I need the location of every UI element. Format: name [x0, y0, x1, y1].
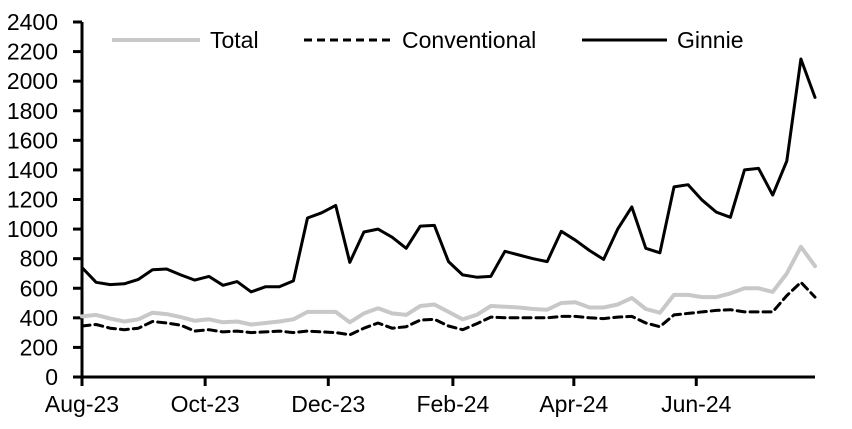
legend-label-ginnie: Ginnie [677, 27, 743, 53]
x-tick-label: Dec-23 [291, 391, 365, 417]
y-tick-label: 1000 [7, 216, 58, 242]
y-tick-label: 2200 [7, 39, 58, 65]
legend-label-total: Total [210, 27, 259, 53]
x-tick-label: Jun-24 [661, 391, 732, 417]
y-tick-label: 0 [45, 364, 58, 390]
series-line-total [80, 244, 817, 327]
series-line-conventional [80, 280, 817, 337]
y-tick-label: 1600 [7, 127, 58, 153]
y-tick-label: 1800 [7, 98, 58, 124]
x-tick-label: Apr-24 [539, 391, 608, 417]
x-tick-label: Oct-23 [171, 391, 240, 417]
y-tick-label: 2000 [7, 68, 58, 94]
y-tick-label: 1200 [7, 187, 58, 213]
y-tick-label: 600 [20, 275, 58, 301]
y-tick-label: 1400 [7, 157, 58, 183]
y-tick-label: 200 [20, 334, 58, 360]
y-tick-label: 400 [20, 305, 58, 331]
series-line-ginnie [80, 57, 817, 294]
y-tick-label: 800 [20, 246, 58, 272]
legend-label-conventional: Conventional [402, 27, 536, 53]
x-tick-label: Aug-23 [45, 391, 119, 417]
x-tick-label: Feb-24 [416, 391, 489, 417]
y-tick-label: 2400 [7, 9, 58, 35]
